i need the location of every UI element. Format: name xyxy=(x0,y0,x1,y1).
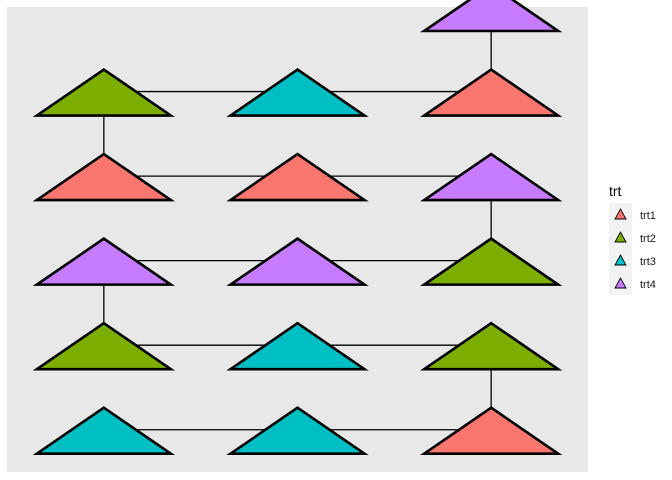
legend: trt trt1 trt2 trt3 trt4 xyxy=(609,183,656,295)
point-trt2-9 xyxy=(419,237,563,286)
point-trt4-12 xyxy=(419,152,563,202)
legend-key-trt3 xyxy=(614,254,627,266)
point-trt2-13 xyxy=(32,67,176,117)
data-points xyxy=(32,0,563,456)
legend-label-trt2: trt2 xyxy=(640,233,656,245)
legend-label-trt4: trt4 xyxy=(640,279,656,291)
legend-label-trt1: trt1 xyxy=(640,210,656,222)
point-trt4-8 xyxy=(226,237,369,286)
point-trt3-14 xyxy=(226,67,369,117)
point-trt2-6 xyxy=(419,321,563,371)
legend-key-trt4 xyxy=(614,277,627,289)
point-trt3-2 xyxy=(226,406,369,456)
point-trt1-3 xyxy=(419,406,563,456)
point-trt4-7 xyxy=(32,237,176,286)
legend-key-trt1 xyxy=(614,208,627,220)
point-trt1-10 xyxy=(32,152,176,202)
point-trt4-16 xyxy=(419,0,563,33)
legend-key-trt2 xyxy=(614,231,627,243)
point-trt2-4 xyxy=(32,321,176,371)
legend-label-trt3: trt3 xyxy=(640,256,656,268)
legend-title: trt xyxy=(609,183,622,199)
point-trt3-1 xyxy=(32,406,176,456)
point-trt3-5 xyxy=(226,321,369,371)
point-trt1-15 xyxy=(419,67,563,117)
point-trt1-11 xyxy=(226,152,369,202)
